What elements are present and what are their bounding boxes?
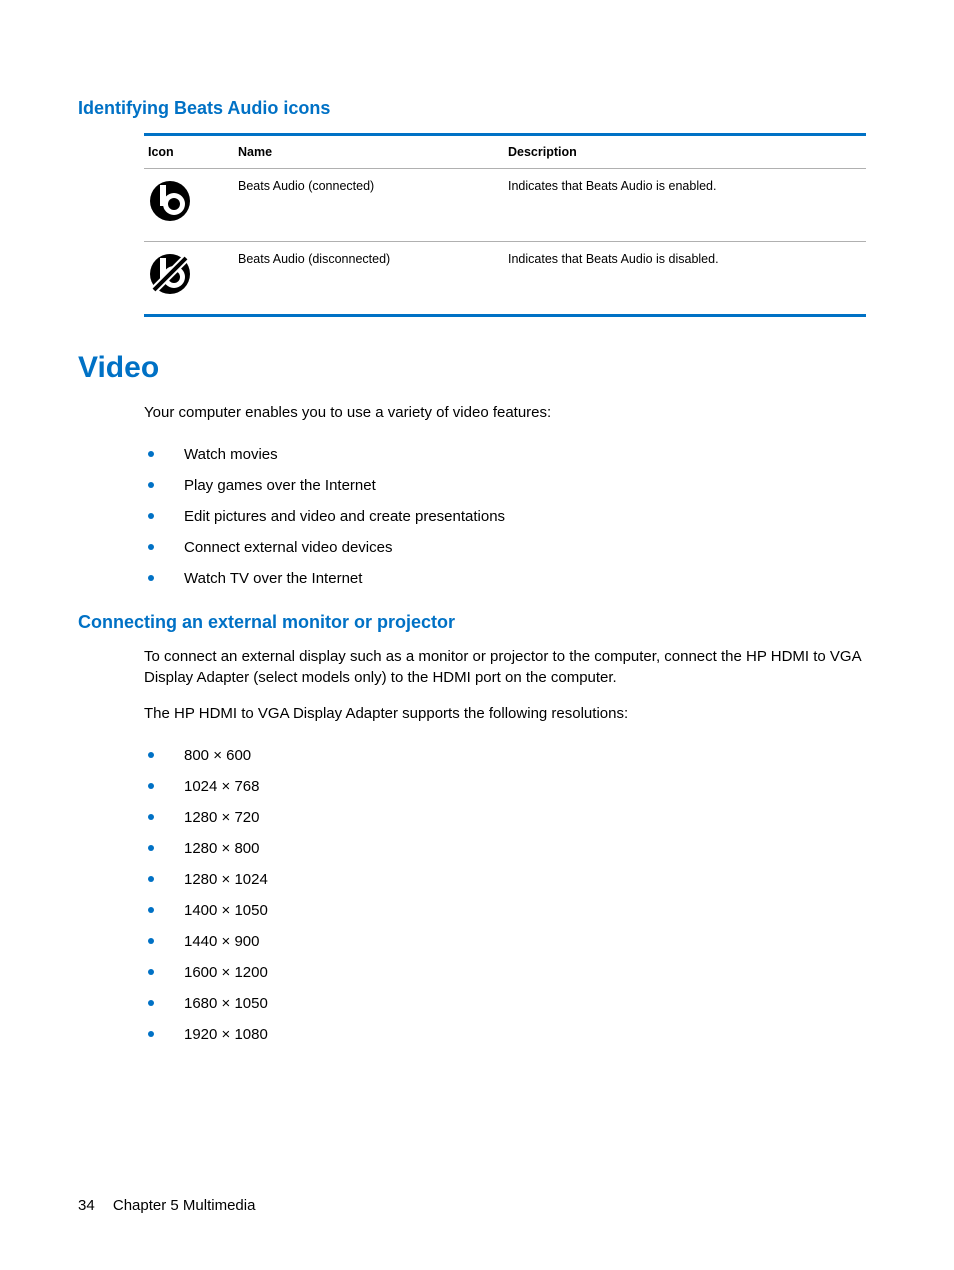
list-item: 800 × 600	[144, 740, 876, 771]
cell-icon	[144, 242, 234, 316]
list-item: 1024 × 768	[144, 771, 876, 802]
heading-identifying-beats: Identifying Beats Audio icons	[78, 98, 876, 119]
document-page: Identifying Beats Audio icons Icon Name …	[0, 0, 954, 1050]
list-item: 1280 × 800	[144, 833, 876, 864]
col-header-icon: Icon	[144, 135, 234, 169]
list-item: 1680 × 1050	[144, 988, 876, 1019]
cell-name: Beats Audio (disconnected)	[234, 242, 504, 316]
cell-desc: Indicates that Beats Audio is disabled.	[504, 242, 866, 316]
cell-name: Beats Audio (connected)	[234, 169, 504, 242]
list-item: 1440 × 900	[144, 926, 876, 957]
connect-para1: To connect an external display such as a…	[144, 647, 876, 688]
cell-desc: Indicates that Beats Audio is enabled.	[504, 169, 866, 242]
list-item: 1400 × 1050	[144, 895, 876, 926]
list-item: Watch movies	[144, 439, 876, 470]
resolutions-list: 800 × 600 1024 × 768 1280 × 720 1280 × 8…	[144, 740, 876, 1050]
video-features-list: Watch movies Play games over the Interne…	[144, 439, 876, 594]
page-number: 34	[78, 1197, 95, 1214]
list-item: Connect external video devices	[144, 532, 876, 563]
list-item: Watch TV over the Internet	[144, 563, 876, 594]
beats-connected-icon	[148, 179, 192, 223]
list-item: Edit pictures and video and create prese…	[144, 501, 876, 532]
list-item: Play games over the Internet	[144, 470, 876, 501]
chapter-label: Chapter 5 Multimedia	[113, 1197, 256, 1214]
icons-table: Icon Name Description Beats Au	[144, 133, 866, 317]
table-row: Beats Audio (disconnected) Indicates tha…	[144, 242, 866, 316]
page-footer: 34 Chapter 5 Multimedia	[78, 1197, 255, 1214]
col-header-name: Name	[234, 135, 504, 169]
list-item: 1920 × 1080	[144, 1019, 876, 1050]
cell-icon	[144, 169, 234, 242]
col-header-desc: Description	[504, 135, 866, 169]
table-header-row: Icon Name Description	[144, 135, 866, 169]
beats-disconnected-icon	[148, 252, 192, 296]
heading-connecting-monitor: Connecting an external monitor or projec…	[78, 612, 876, 633]
video-intro: Your computer enables you to use a varie…	[144, 403, 876, 423]
table-row: Beats Audio (connected) Indicates that B…	[144, 169, 866, 242]
connect-para2: The HP HDMI to VGA Display Adapter suppo…	[144, 704, 876, 724]
list-item: 1280 × 1024	[144, 864, 876, 895]
icons-table-wrap: Icon Name Description Beats Au	[144, 133, 866, 317]
list-item: 1600 × 1200	[144, 957, 876, 988]
heading-video: Video	[78, 351, 876, 385]
list-item: 1280 × 720	[144, 802, 876, 833]
